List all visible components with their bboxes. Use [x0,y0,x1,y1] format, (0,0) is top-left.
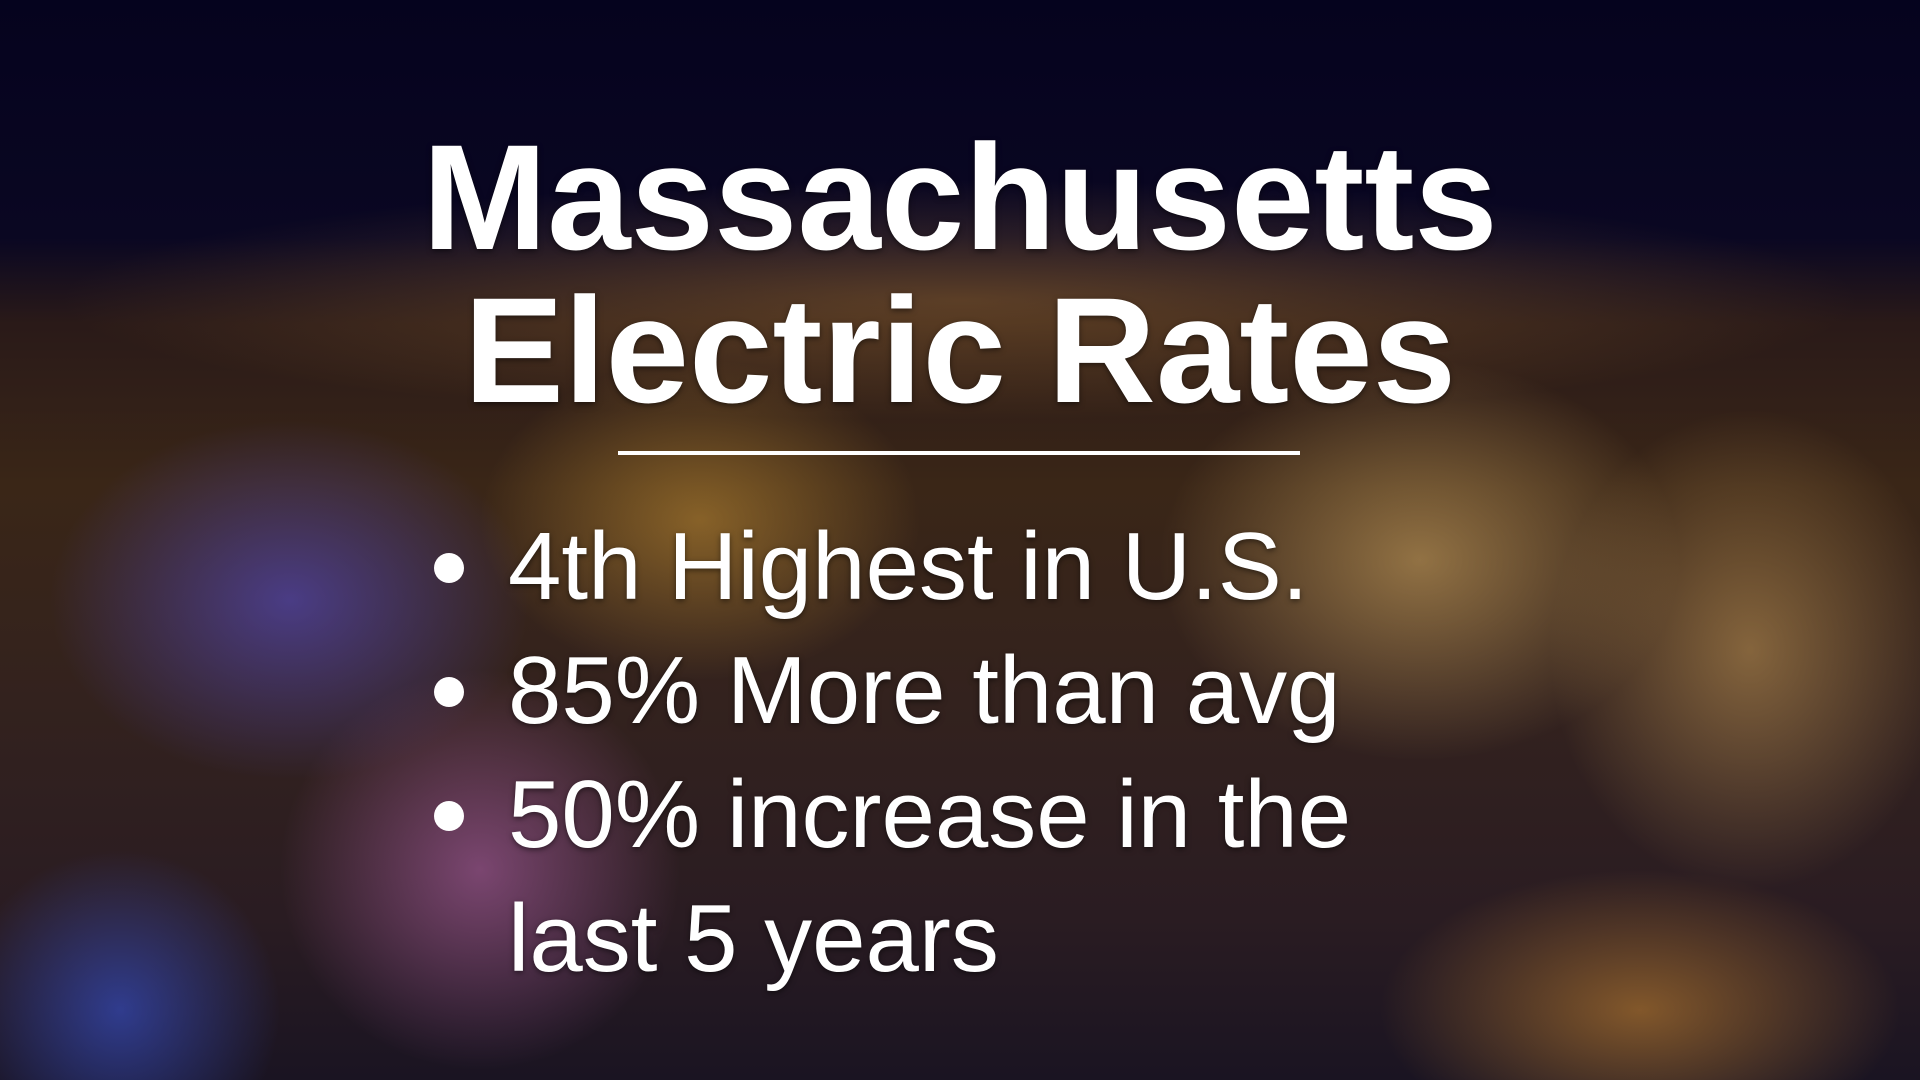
title-line: Massachusetts [422,113,1498,281]
bullet-dot [434,801,464,831]
bullet-text: 85% More than avg [508,637,1341,744]
divider [618,451,1300,455]
bullet-text: 4th Highest in U.S. [508,513,1309,620]
bullet-dot [434,553,464,583]
title-line: Electric Rates [463,266,1457,434]
bullet-item: 85% More than avg [430,629,1408,753]
bullet-item: 50% increase in the last 5 years [430,753,1408,1001]
bullet-text: 50% increase in the last 5 years [508,761,1352,992]
bullet-item: 4th Highest in U.S. [430,505,1408,629]
bullet-dot [434,677,464,707]
bullet-list: 4th Highest in U.S. 85% More than avg 50… [430,505,1470,1001]
